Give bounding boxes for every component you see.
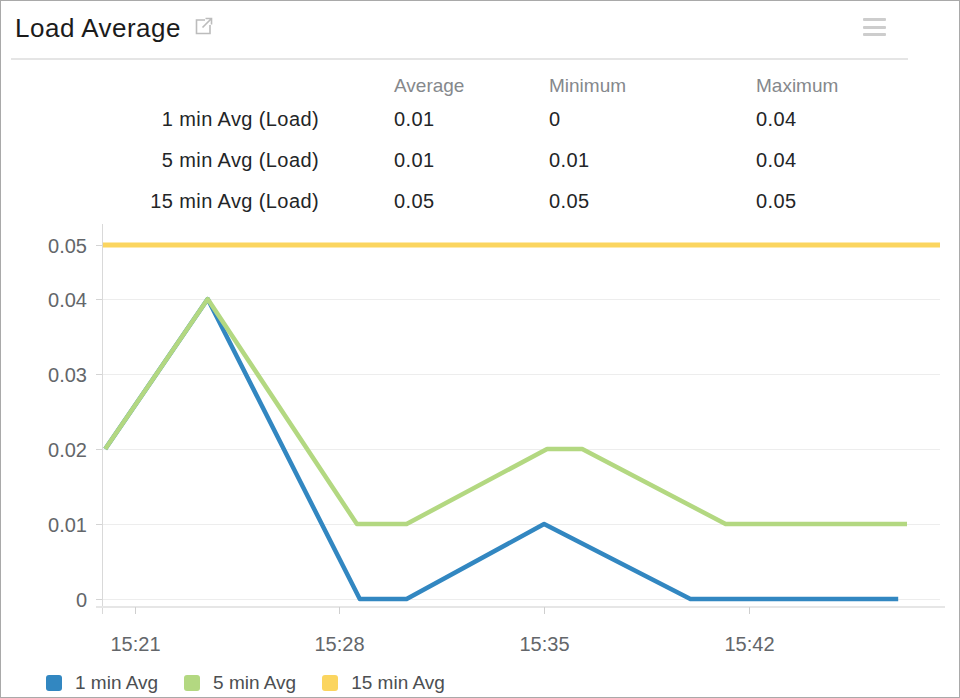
legend-item-15min[interactable]: 15 min Avg xyxy=(322,672,445,694)
legend-label-15min: 15 min Avg xyxy=(351,672,445,694)
legend-swatch-5min xyxy=(184,675,200,691)
legend-label-1min: 1 min Avg xyxy=(75,672,158,694)
legend-item-5min[interactable]: 5 min Avg xyxy=(184,672,296,694)
legend-swatch-15min xyxy=(322,675,338,691)
x-axis-label: 15:21 xyxy=(110,633,160,655)
y-axis-label: 0.05 xyxy=(48,235,87,257)
load-average-widget: Load Average Average Minimum Maximum 1 m… xyxy=(0,0,960,698)
y-axis-label: 0.02 xyxy=(48,439,87,461)
y-axis-label: 0.04 xyxy=(48,289,87,311)
legend-label-5min: 5 min Avg xyxy=(213,672,296,694)
legend-swatch-1min xyxy=(46,675,62,691)
y-axis-label: 0.01 xyxy=(48,514,87,536)
y-axis-label: 0 xyxy=(76,589,87,611)
legend-item-1min[interactable]: 1 min Avg xyxy=(46,672,158,694)
x-axis-label: 15:42 xyxy=(724,633,774,655)
load-average-chart[interactable]: 0 0.01 0.02 0.03 0.04 0.05 15:21 15:28 15:35 15:4… xyxy=(1,1,960,698)
x-axis-label: 15:28 xyxy=(314,633,364,655)
chart-legend: 1 min Avg 5 min Avg 15 min Avg xyxy=(46,672,471,694)
y-axis-label: 0.03 xyxy=(48,364,87,386)
x-axis-label: 15:35 xyxy=(519,633,569,655)
